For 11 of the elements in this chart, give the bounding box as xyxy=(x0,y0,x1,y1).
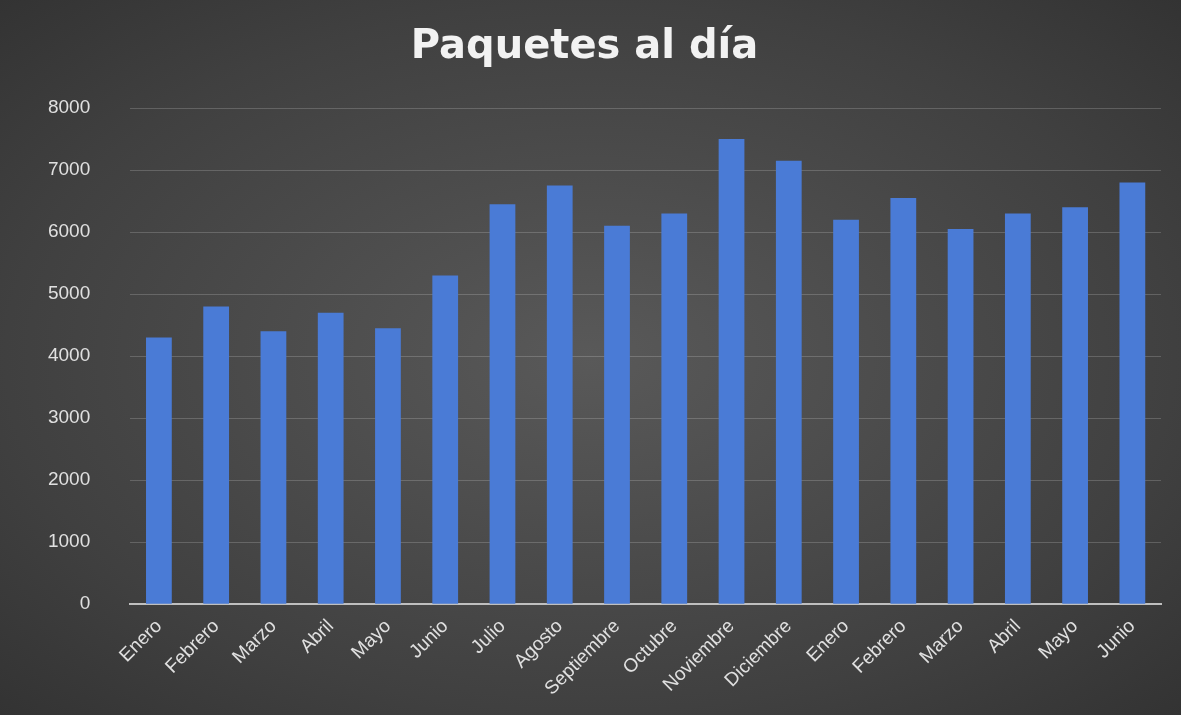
y-tick-label: 2000 xyxy=(47,468,91,490)
y-tick-label: 5000 xyxy=(47,282,91,304)
y-tick-label: 7000 xyxy=(47,158,91,180)
y-tick-label: 8000 xyxy=(47,96,91,118)
y-tick-label: 1000 xyxy=(47,530,91,552)
y-tick-label: 6000 xyxy=(47,220,91,242)
y-tick-label: 4000 xyxy=(47,344,91,366)
y-tick-label: 0 xyxy=(79,592,91,614)
y-tick-label: 3000 xyxy=(47,406,91,428)
x-tick-label: Julio xyxy=(466,614,510,658)
chart-title: Paquetes al día xyxy=(410,21,759,68)
